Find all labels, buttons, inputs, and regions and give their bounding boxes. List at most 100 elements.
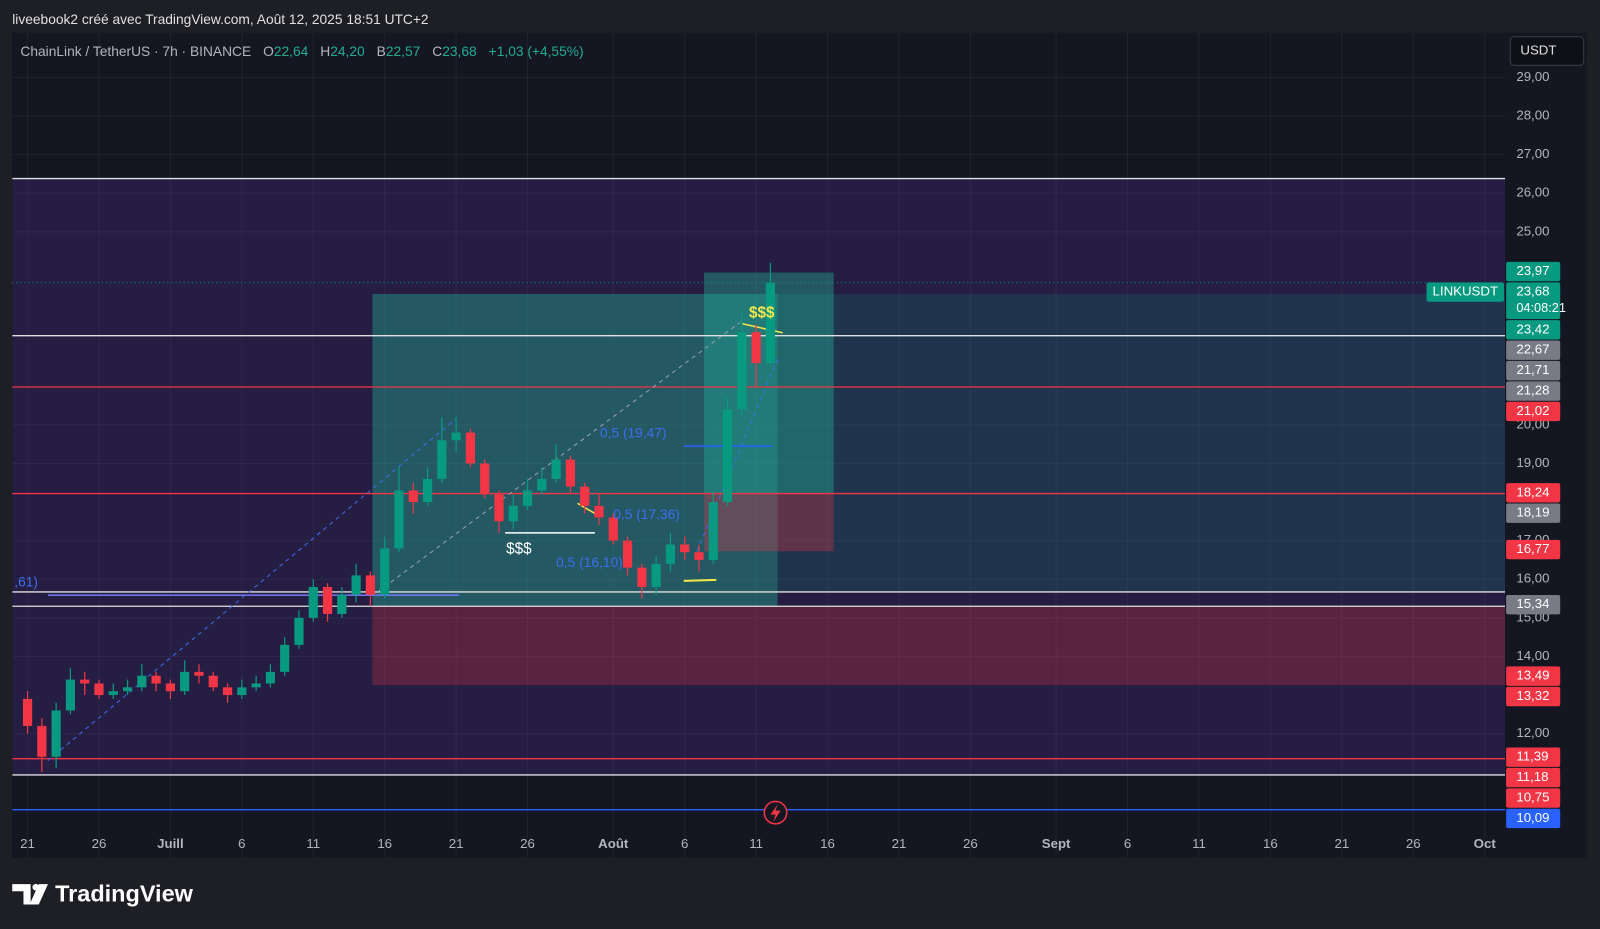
price-tag-label: 21,71	[1516, 362, 1549, 377]
candle-body	[37, 725, 47, 757]
candle-body	[465, 432, 475, 464]
legend-key: H	[320, 44, 330, 59]
candle-body	[180, 671, 190, 692]
price-tag	[1506, 747, 1561, 767]
annotation: 0,5 (17,36)	[613, 507, 680, 522]
candle-body	[294, 617, 304, 645]
price-tag-label: 22,67	[1516, 342, 1549, 357]
annotations: $$$ $$$ 0,5 (19,47) 0,5 (17,36) 0,5 (16,…	[14, 304, 775, 589]
x-tick-label: 11	[306, 836, 320, 851]
x-tick-label: 21	[892, 836, 907, 851]
legend-symbol: ChainLink / TetherUS · 7h · BINANCE	[20, 44, 251, 59]
x-tick-label: 6	[681, 836, 688, 851]
currency-button[interactable]	[1509, 36, 1585, 66]
candle-body	[680, 544, 690, 553]
candle-body	[94, 683, 104, 696]
x-tick-label: 11	[1192, 836, 1206, 851]
symbol-tag	[1426, 282, 1505, 302]
price-tag-label: 11,39	[1516, 749, 1548, 764]
candle-body	[322, 586, 333, 614]
candle-body	[522, 490, 533, 506]
candle-body	[594, 505, 604, 518]
price-tag-label: 23,42	[1516, 321, 1549, 336]
legend-value: 24,20	[330, 44, 365, 59]
candle-body	[380, 548, 390, 595]
currency-label[interactable]: USDT	[1520, 43, 1556, 58]
candle-body	[222, 687, 233, 696]
candle-body	[494, 494, 504, 522]
price-tag	[1506, 360, 1561, 381]
price-tag-label: 21,28	[1516, 383, 1549, 398]
candle-body	[251, 683, 261, 688]
price-tag	[1506, 282, 1561, 320]
x-tick-label: 16	[820, 836, 835, 851]
candle-body	[665, 544, 675, 564]
y-tick-label: 29,00	[1516, 69, 1549, 84]
price-tag	[1506, 261, 1561, 282]
price-tag-label: 13,49	[1516, 668, 1549, 683]
fib-trend	[377, 322, 741, 593]
price-tag-label: 13,32	[1516, 688, 1549, 703]
candle-body	[151, 675, 161, 684]
target-zone-ext	[777, 294, 1506, 593]
x-tick-label: Juill	[157, 836, 184, 851]
y-tick-label: 16,00	[1516, 571, 1549, 586]
candle-body	[22, 698, 33, 726]
x-axis: 21 26 Juill 6 11 16 21 26 Août 6 11 16 21 26 Sept 6 11 16…	[20, 836, 1496, 851]
candle-body	[765, 282, 775, 364]
x-tick-label: 26	[1406, 836, 1421, 851]
x-tick-label: 6	[238, 836, 245, 851]
candle-body	[708, 502, 718, 560]
candle-body	[651, 563, 661, 587]
logo-mark	[12, 884, 31, 905]
y-tick-label: 19,00	[1516, 455, 1549, 470]
price-tag-label: 16,77	[1516, 541, 1549, 556]
candle-body	[280, 644, 290, 672]
candle-body	[208, 675, 218, 688]
candle-body	[537, 478, 547, 491]
x-tick-label: Sept	[1042, 836, 1071, 851]
candle-body	[237, 687, 247, 696]
candle-body	[637, 567, 647, 587]
alert-icon[interactable]	[763, 800, 788, 825]
levels	[12, 177, 1506, 811]
x-tick-label: 26	[963, 836, 978, 851]
header-text: liveebook2 créé avec TradingView.com, Ao…	[12, 12, 428, 27]
stop-zone	[372, 606, 1506, 686]
candle-body	[694, 552, 704, 560]
x-tick-label: Août	[598, 836, 629, 851]
y-tick-label: 14,00	[1516, 648, 1549, 663]
legend-value: 23,68	[442, 44, 477, 59]
x-tick-label: 21	[20, 836, 35, 851]
candle-body	[551, 459, 561, 479]
y-tick-label: 27,00	[1516, 146, 1549, 161]
y-tick-label: 25,00	[1516, 223, 1549, 238]
y-axis: 12,0014,0015,0016,0017,0019,0020,0025,00…	[1516, 69, 1549, 740]
price-tag-label: 18,24	[1516, 484, 1549, 499]
price-tag-label: 10,09	[1516, 810, 1549, 825]
plot-area	[12, 32, 1506, 858]
price-tag-label: 23,68	[1516, 284, 1549, 299]
x-tick-label: 21	[449, 836, 464, 851]
candle-body	[408, 490, 418, 503]
alert-icon[interactable]	[770, 804, 781, 822]
candle-body	[80, 679, 90, 684]
candle-body	[265, 671, 275, 684]
candle-body	[508, 505, 518, 522]
candle-body	[194, 671, 204, 676]
symbol-tag-label: LINKUSDT	[1433, 284, 1499, 299]
footer-brand: TradingView	[55, 881, 194, 907]
x-tick-label: Oct	[1474, 836, 1497, 851]
price-tag	[1506, 320, 1561, 340]
x-tick-label: 16	[1263, 836, 1278, 851]
legend-key: O	[263, 44, 274, 59]
price-tag	[1506, 503, 1561, 523]
price-tag-countdown: 04:08:21	[1516, 300, 1566, 315]
candle-body	[65, 679, 75, 711]
price-axis	[1505, 32, 1587, 858]
grid-layer	[12, 32, 1506, 858]
price-tag	[1506, 539, 1561, 560]
candle-body	[565, 459, 575, 487]
liquidity-line	[683, 578, 717, 582]
